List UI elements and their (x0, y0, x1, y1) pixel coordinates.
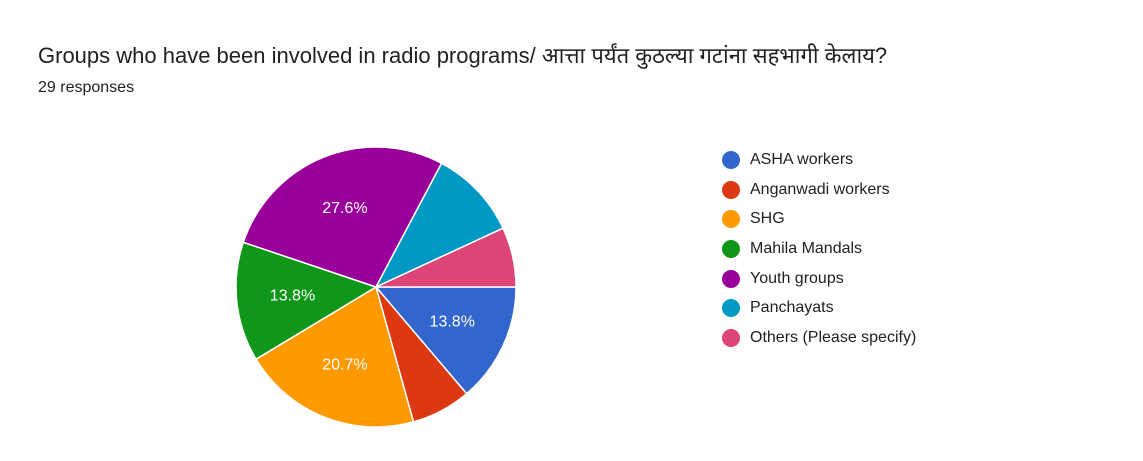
legend-swatch (722, 180, 740, 199)
legend-swatch (722, 299, 740, 318)
pie-slice-panchayats[interactable] (374, 162, 505, 289)
pie-slice-youth-groups[interactable] (242, 146, 443, 288)
legend-item[interactable]: Panchayats (722, 293, 916, 323)
legend-label: SHG (750, 210, 785, 228)
legend-swatch (722, 210, 740, 229)
legend-label: Anganwadi workers (750, 180, 890, 198)
chart-title: Groups who have been involved in radio p… (38, 43, 888, 68)
legend-swatch (722, 328, 740, 347)
legend-item[interactable]: Anganwadi workers (722, 175, 916, 205)
chart-legend: ASHA workers Anganwadi workers SHG Mahila M… (722, 145, 916, 353)
legend-item[interactable]: SHG (722, 204, 916, 234)
legend-item[interactable]: ASHA workers (722, 145, 916, 175)
slice-percent-label: 13.8% (430, 313, 475, 330)
legend-label: Youth groups (750, 269, 844, 287)
pie-slice-mahila-mandals[interactable] (235, 241, 378, 361)
legend-swatch (722, 150, 740, 169)
slice-percent-label: 13.8% (270, 287, 315, 304)
legend-item[interactable]: Youth groups (722, 264, 916, 294)
response-count: 29 responses (38, 79, 135, 96)
pie-slice-shg[interactable] (255, 285, 415, 428)
legend-label: Panchayats (750, 299, 834, 317)
pie-slice-others-please-specify[interactable] (375, 227, 517, 288)
legend-swatch (722, 239, 740, 258)
slice-percent-label: 27.6% (322, 200, 367, 217)
legend-label: Mahila Mandals (750, 239, 863, 257)
legend-label: Others (Please specify) (750, 328, 917, 346)
pie-slice-asha-workers[interactable] (374, 286, 517, 395)
legend-label: ASHA workers (750, 150, 854, 168)
legend-item[interactable]: Mahila Mandals (722, 234, 916, 264)
legend-swatch (722, 269, 740, 288)
slice-percent-label: 20.7% (322, 356, 367, 373)
legend-item[interactable]: Others (Please specify) (722, 323, 916, 353)
